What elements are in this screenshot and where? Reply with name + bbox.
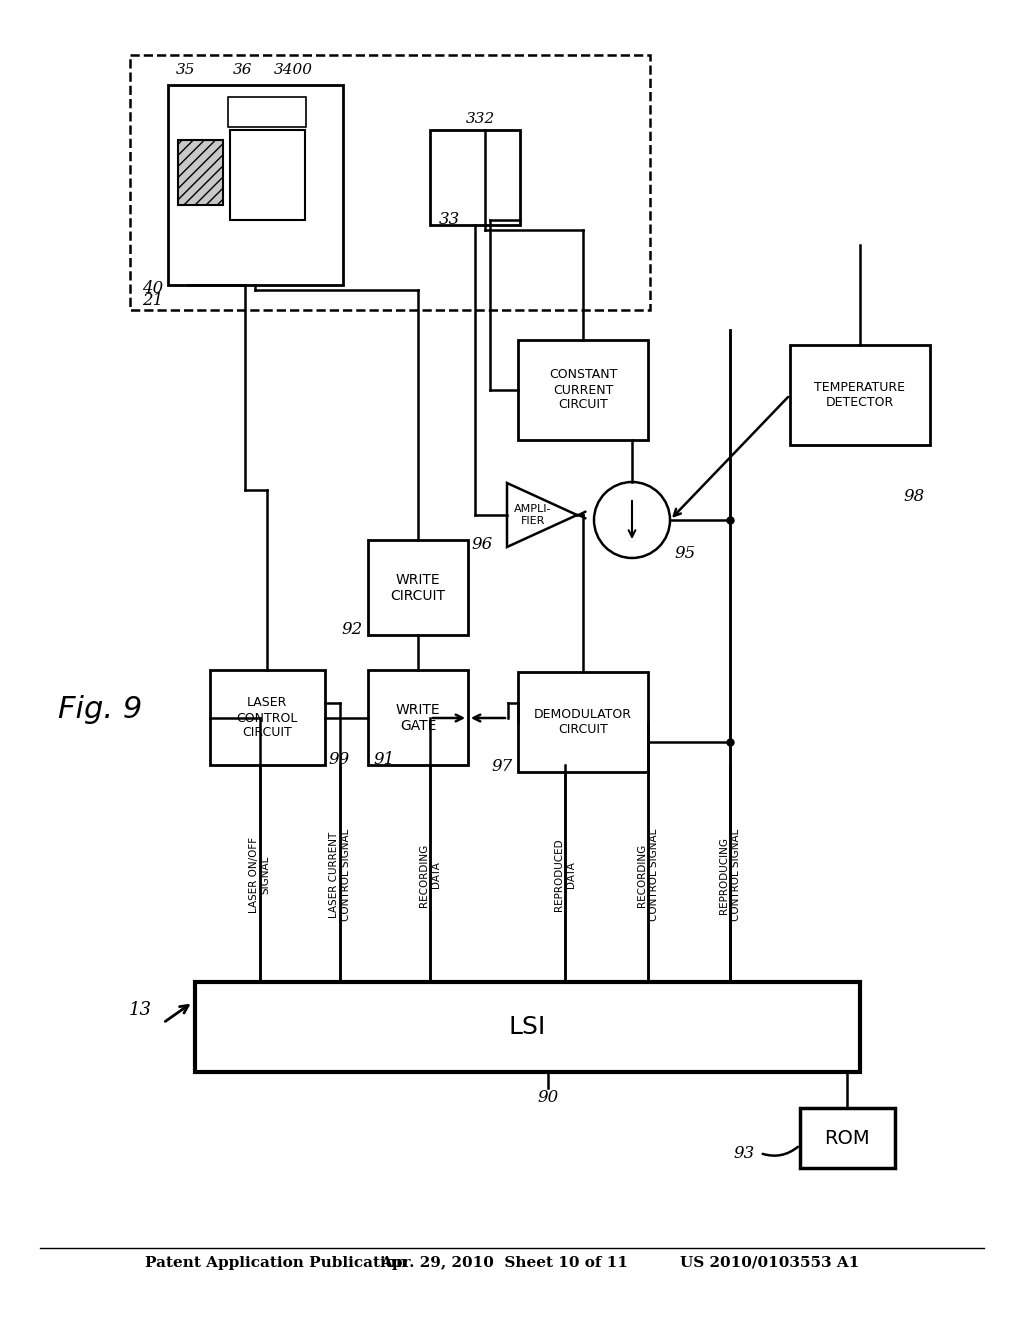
Text: REPRODUCING
CONTROL SIGNAL: REPRODUCING CONTROL SIGNAL [719,829,740,921]
Text: LASER ON/OFF
SIGNAL: LASER ON/OFF SIGNAL [249,837,270,913]
Bar [430,129,520,224]
Bar [368,540,468,635]
Circle shape [594,482,670,558]
Text: CONSTANT
CURRENT
CIRCUIT: CONSTANT CURRENT CIRCUIT [549,368,617,412]
Bar [195,982,860,1072]
Bar [518,341,648,440]
Text: LSI: LSI [508,1015,546,1039]
Bar [230,129,305,220]
Text: 92: 92 [342,620,362,638]
Text: TEMPERATURE
DETECTOR: TEMPERATURE DETECTOR [814,381,905,409]
Text: 33: 33 [438,211,460,228]
Text: 91: 91 [373,751,394,768]
Text: 40: 40 [141,280,163,297]
Bar [518,672,648,772]
Text: 3400: 3400 [273,63,312,77]
Text: 96: 96 [472,536,493,553]
Text: ROM: ROM [824,1129,869,1147]
Bar [168,84,343,285]
Text: WRITE
CIRCUIT: WRITE CIRCUIT [390,573,445,603]
Text: 98: 98 [904,488,925,506]
Bar [790,345,930,445]
Bar [800,1107,895,1168]
Text: 97: 97 [492,758,513,775]
Bar [210,671,325,766]
Text: REPRODUCED
DATA: REPRODUCED DATA [554,838,575,911]
Text: 36: 36 [233,63,253,77]
Text: RECORDING
DATA: RECORDING DATA [419,843,440,907]
Text: Apr. 29, 2010  Sheet 10 of 11: Apr. 29, 2010 Sheet 10 of 11 [380,1257,628,1270]
Text: 332: 332 [465,112,495,125]
Polygon shape [507,483,577,546]
Text: Patent Application Publication: Patent Application Publication [145,1257,407,1270]
Text: 35: 35 [176,63,196,77]
Bar [130,55,650,310]
Bar [228,96,306,127]
Text: RECORDING
CONTROL SIGNAL: RECORDING CONTROL SIGNAL [637,829,658,921]
Text: DEMODULATOR
CIRCUIT: DEMODULATOR CIRCUIT [534,708,632,737]
Text: US 2010/0103553 A1: US 2010/0103553 A1 [680,1257,859,1270]
Text: 93: 93 [734,1144,755,1162]
Text: 13: 13 [129,1001,152,1019]
Text: Fig. 9: Fig. 9 [58,696,142,725]
Bar [368,671,468,766]
Text: 99: 99 [328,751,349,768]
Text: WRITE
GATE: WRITE GATE [395,702,440,733]
Text: 21: 21 [142,292,163,309]
Text: AMPLI-
FIER: AMPLI- FIER [514,504,552,525]
Text: LASER CURRENT
CONTROL SIGNAL: LASER CURRENT CONTROL SIGNAL [329,829,351,921]
Bar [178,140,223,205]
Text: LASER
CONTROL
CIRCUIT: LASER CONTROL CIRCUIT [237,697,298,739]
Text: 95: 95 [674,545,695,562]
Text: 90: 90 [538,1089,559,1106]
